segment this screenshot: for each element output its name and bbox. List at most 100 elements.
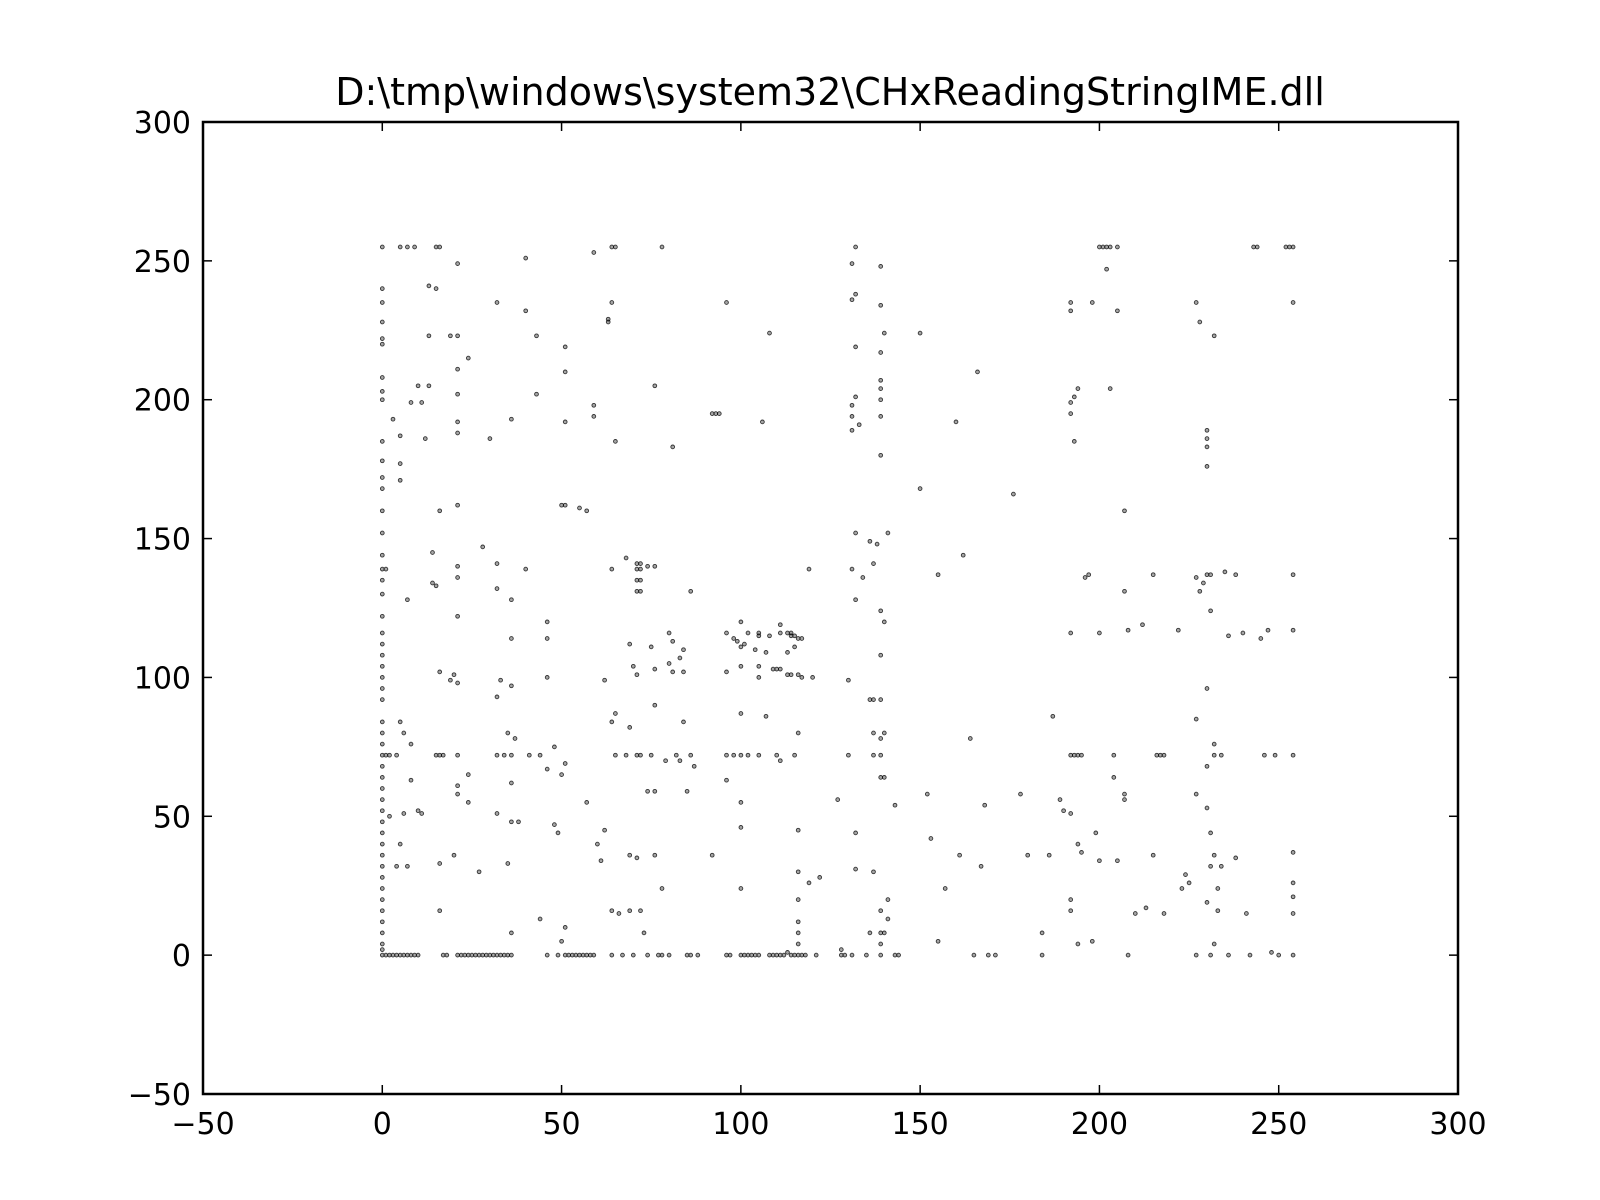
scatter-point [387, 813, 392, 819]
scatter-point [430, 580, 435, 586]
scatter-point [455, 575, 460, 580]
scatter-point [598, 858, 604, 864]
scatter-point [1218, 752, 1224, 758]
scatter-point [455, 563, 460, 569]
scatter-point [577, 505, 582, 511]
scatter-point [509, 819, 514, 825]
scatter-point [849, 566, 855, 572]
scatter-point [1218, 863, 1224, 869]
scatter-point [379, 244, 385, 250]
scatter-point [397, 719, 403, 725]
scatter-point [774, 752, 780, 758]
scatter-point [756, 752, 762, 758]
scatter-point [562, 344, 568, 350]
scatter-point [1208, 952, 1213, 958]
scatter-point [437, 244, 443, 250]
scatter-point [595, 841, 600, 847]
scatter-point [523, 566, 529, 572]
scatter-point [1193, 575, 1199, 580]
scatter-point [871, 869, 876, 875]
scatter-point [408, 400, 414, 405]
scatter-point [609, 952, 615, 958]
scatter-point [555, 952, 561, 958]
scatter-point [738, 886, 744, 891]
scatter-point [935, 938, 941, 944]
scatter-point [1244, 911, 1249, 916]
scatter-point [455, 261, 460, 266]
scatter-point [430, 550, 435, 555]
y-tick-label: −50 [128, 1078, 191, 1113]
scatter-point [379, 763, 385, 769]
scatter-point [1161, 752, 1167, 758]
x-tick-label: 300 [1429, 1107, 1486, 1142]
scatter-point [971, 952, 977, 958]
scatter-point [1193, 300, 1199, 305]
scatter-point [734, 638, 740, 644]
scatter-point [681, 719, 686, 725]
scatter-point [752, 647, 758, 653]
scatter-point [864, 952, 869, 958]
scatter-point [623, 555, 629, 561]
scatter-point [1122, 797, 1127, 802]
scatter-point [1179, 886, 1185, 891]
scatter-point [379, 508, 385, 514]
scatter-point [724, 669, 729, 675]
x-tick-label: 0 [373, 1107, 392, 1142]
scatter-point [379, 336, 385, 341]
scatter-point [792, 752, 797, 758]
scatter-point [878, 414, 884, 419]
scatter-point [379, 300, 385, 305]
scatter-point [602, 827, 607, 833]
scatter-point [494, 300, 500, 305]
scatter-point [695, 952, 701, 958]
scatter-point [810, 675, 815, 680]
scatter-point [1290, 244, 1296, 250]
scatter-point [867, 538, 873, 544]
scatter-point [613, 752, 618, 758]
scatter-point [397, 477, 403, 483]
scatter-point [379, 786, 385, 791]
scatter-point [383, 566, 389, 572]
scatter-point [1201, 580, 1206, 586]
scatter-point [627, 725, 633, 730]
scatter-point [405, 597, 410, 603]
scatter-point [652, 563, 658, 569]
scatter-point [609, 300, 615, 305]
scatter-point [379, 797, 385, 802]
scatter-point [379, 530, 385, 536]
scatter-point [738, 800, 744, 805]
scatter-point [552, 822, 557, 827]
scatter-point [487, 436, 493, 441]
scatter-point [795, 730, 801, 736]
scatter-point [1247, 952, 1253, 958]
scatter-point [638, 752, 643, 758]
scatter-point [509, 597, 514, 603]
scatter-point [813, 952, 819, 958]
scatter-point [638, 577, 643, 583]
scatter-point [1204, 900, 1210, 905]
scatter-point [609, 719, 615, 725]
scatter-point [379, 397, 385, 403]
scatter-point [627, 641, 633, 647]
scatter-point [985, 952, 991, 958]
scatter-point [379, 941, 385, 947]
scatter-point [1208, 863, 1213, 869]
scatter-point [1018, 791, 1023, 797]
scatter-point [616, 911, 622, 916]
scatter-point [659, 886, 665, 891]
scatter-point [1068, 300, 1074, 305]
scatter-point [1254, 244, 1260, 250]
scatter-point [1011, 491, 1016, 497]
scatter-point [1143, 905, 1149, 911]
scatter-point [709, 852, 715, 858]
scatter-point [878, 697, 884, 702]
scatter-point [738, 825, 744, 830]
scatter-point [670, 638, 676, 644]
scatter-point [537, 916, 543, 922]
x-tick-label: 250 [1250, 1107, 1307, 1142]
scatter-point [942, 886, 948, 891]
scatter-point [1068, 308, 1074, 314]
scatter-point [379, 897, 385, 902]
scatter-point [379, 552, 385, 558]
